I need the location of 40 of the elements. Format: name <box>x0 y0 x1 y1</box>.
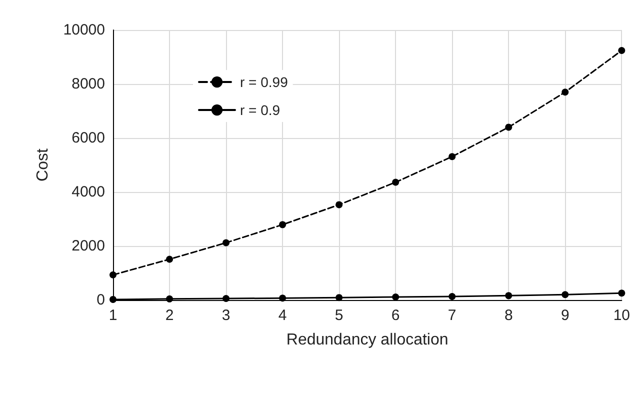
point <box>618 290 626 297</box>
x-tick-label: 7 <box>448 307 456 324</box>
point <box>562 88 569 96</box>
point <box>166 256 174 263</box>
y-axis-title: Cost <box>34 148 52 182</box>
x-tick-label: 5 <box>334 307 344 324</box>
point <box>110 296 116 303</box>
point <box>279 221 286 228</box>
y-tick-label: 6000 <box>72 130 105 146</box>
x-tick-label: 9 <box>560 307 570 324</box>
x-tick-label: 8 <box>504 307 513 324</box>
y-tick-label: 4000 <box>72 184 105 200</box>
x-tick-label: 4 <box>278 307 287 324</box>
x-tick-label: 6 <box>391 307 400 324</box>
point <box>505 292 512 300</box>
point <box>166 295 174 302</box>
x-tick-label: 3 <box>222 307 230 324</box>
y-tick-label: 0 <box>96 292 105 308</box>
x-tick-label: 1 <box>108 307 118 324</box>
x-tick-label: 2 <box>165 307 174 324</box>
point <box>392 178 400 186</box>
legend-label: r = 0.99 <box>240 74 288 90</box>
y-tick-label: 10000 <box>63 22 105 38</box>
point <box>448 153 456 160</box>
legend-label: r = 0.9 <box>240 102 280 118</box>
x-axis-title: Redundancy allocation <box>286 332 448 348</box>
point <box>618 47 626 54</box>
point <box>448 292 456 300</box>
point <box>222 295 230 302</box>
point <box>392 294 400 301</box>
point <box>505 124 512 131</box>
x-tick-label: 10 <box>613 307 630 324</box>
point <box>336 294 343 302</box>
point <box>562 291 569 298</box>
point <box>279 294 286 302</box>
point <box>336 201 343 208</box>
y-tick-label: 8000 <box>72 76 105 92</box>
point <box>222 239 230 246</box>
y-tick-label: 2000 <box>72 238 105 254</box>
point <box>110 271 116 278</box>
